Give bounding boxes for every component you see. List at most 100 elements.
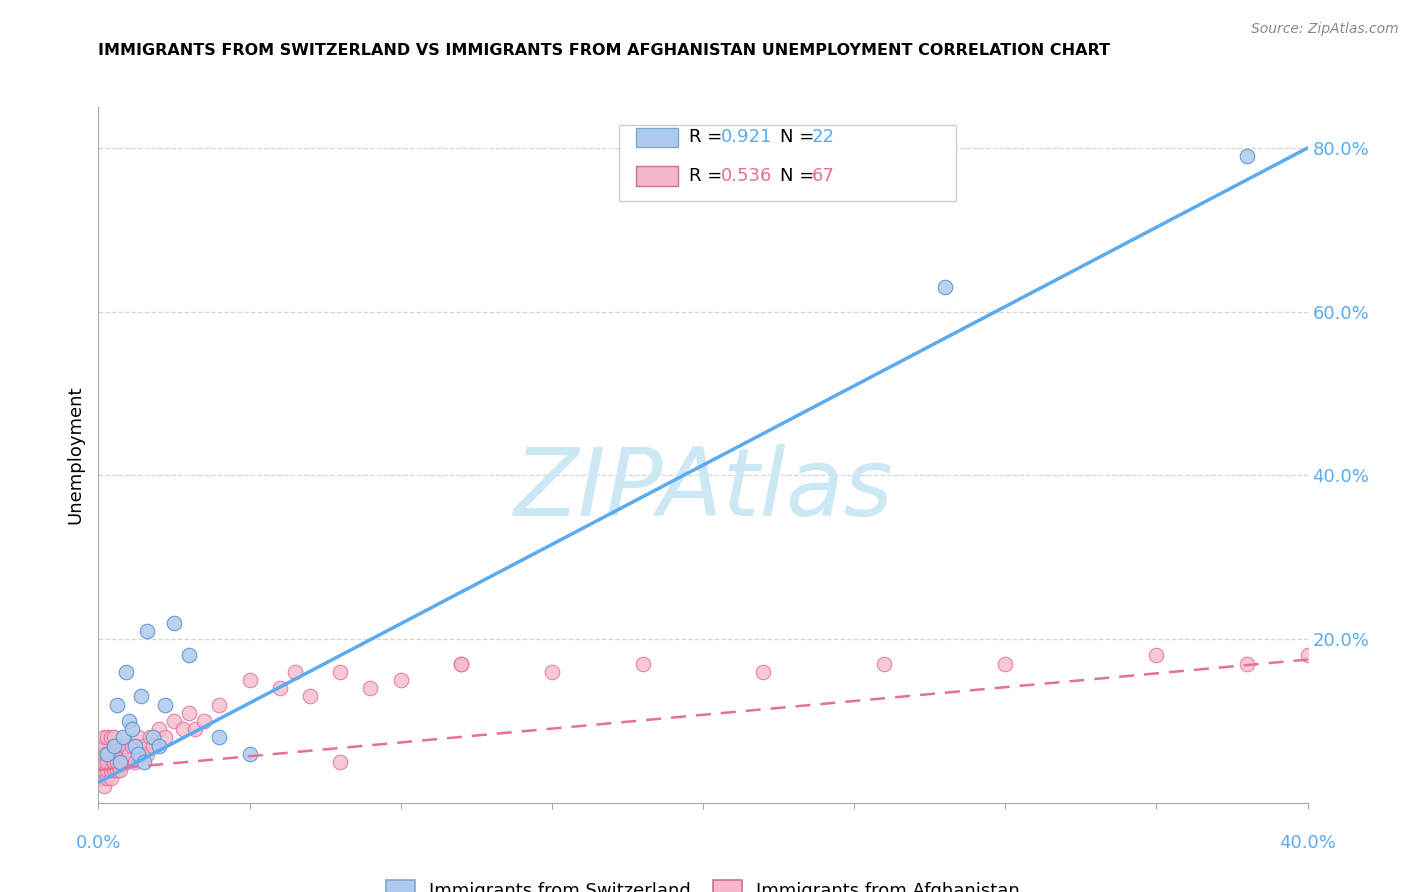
Point	[299, 690, 322, 704]
Point	[208, 698, 231, 712]
Point	[450, 657, 472, 671]
Point	[329, 665, 352, 679]
Point	[108, 747, 131, 761]
Point	[172, 722, 194, 736]
Point	[111, 755, 134, 769]
Point	[139, 731, 162, 745]
Point	[450, 657, 472, 671]
Point	[114, 755, 136, 769]
Point	[96, 747, 118, 761]
Point	[100, 763, 122, 777]
Point	[153, 698, 176, 712]
Point	[135, 624, 157, 638]
Point	[135, 747, 157, 761]
Point	[96, 747, 118, 761]
Point	[121, 722, 143, 736]
Point	[93, 780, 115, 794]
Text: 0.536: 0.536	[721, 167, 773, 185]
Point	[153, 731, 176, 745]
Point	[389, 673, 412, 687]
Point	[100, 731, 122, 745]
Text: 40.0%: 40.0%	[1279, 834, 1336, 852]
Point	[631, 657, 654, 671]
Text: ZIPAtlas: ZIPAtlas	[513, 444, 893, 535]
Point	[269, 681, 291, 696]
Point	[108, 763, 131, 777]
Text: N =: N =	[780, 128, 820, 146]
Point	[105, 755, 128, 769]
Text: Source: ZipAtlas.com: Source: ZipAtlas.com	[1251, 22, 1399, 37]
Text: R =: R =	[689, 128, 728, 146]
Point	[1236, 149, 1258, 163]
Point	[127, 731, 149, 745]
Point	[129, 747, 152, 761]
Point	[124, 755, 146, 769]
Point	[100, 747, 122, 761]
Point	[132, 755, 155, 769]
Point	[360, 681, 382, 696]
Point	[752, 665, 775, 679]
Point	[103, 763, 125, 777]
Point	[108, 755, 131, 769]
Text: IMMIGRANTS FROM SWITZERLAND VS IMMIGRANTS FROM AFGHANISTAN UNEMPLOYMENT CORRELAT: IMMIGRANTS FROM SWITZERLAND VS IMMIGRANT…	[98, 43, 1111, 58]
Point	[90, 755, 112, 769]
Point	[90, 763, 112, 777]
Point	[118, 747, 141, 761]
Point	[163, 714, 186, 728]
Point	[177, 648, 201, 663]
Point	[129, 690, 152, 704]
Legend: Immigrants from Switzerland, Immigrants from Afghanistan: Immigrants from Switzerland, Immigrants …	[377, 871, 1029, 892]
Point	[239, 747, 262, 761]
Point	[105, 739, 128, 753]
Point	[96, 731, 118, 745]
Point	[121, 739, 143, 753]
Point	[934, 280, 956, 294]
Text: 0.921: 0.921	[721, 128, 773, 146]
Point	[239, 673, 262, 687]
Point	[148, 739, 170, 753]
Point	[540, 665, 562, 679]
Point	[93, 747, 115, 761]
Point	[105, 763, 128, 777]
Point	[93, 755, 115, 769]
Point	[105, 698, 128, 712]
Point	[90, 771, 112, 785]
Y-axis label: Unemployment: Unemployment	[66, 385, 84, 524]
Point	[103, 755, 125, 769]
Point	[142, 731, 165, 745]
Point	[93, 739, 115, 753]
Point	[118, 714, 141, 728]
Point	[96, 755, 118, 769]
Point	[114, 665, 136, 679]
Point	[284, 665, 307, 679]
Point	[177, 706, 201, 720]
Point	[93, 763, 115, 777]
Point	[193, 714, 215, 728]
Text: 22: 22	[811, 128, 834, 146]
Point	[142, 739, 165, 753]
Point	[208, 731, 231, 745]
Point	[90, 747, 112, 761]
Text: 67: 67	[811, 167, 834, 185]
Text: N =: N =	[780, 167, 820, 185]
Point	[114, 739, 136, 753]
Point	[873, 657, 896, 671]
Point	[127, 747, 149, 761]
Point	[100, 771, 122, 785]
Point	[93, 731, 115, 745]
Text: 0.0%: 0.0%	[76, 834, 121, 852]
Point	[96, 771, 118, 785]
Point	[103, 731, 125, 745]
Point	[103, 747, 125, 761]
Point	[1236, 657, 1258, 671]
Point	[1144, 648, 1167, 663]
Point	[163, 615, 186, 630]
Point	[103, 739, 125, 753]
Point	[132, 739, 155, 753]
Point	[96, 763, 118, 777]
Point	[111, 739, 134, 753]
Point	[124, 739, 146, 753]
Point	[994, 657, 1017, 671]
Point	[329, 755, 352, 769]
Point	[111, 731, 134, 745]
